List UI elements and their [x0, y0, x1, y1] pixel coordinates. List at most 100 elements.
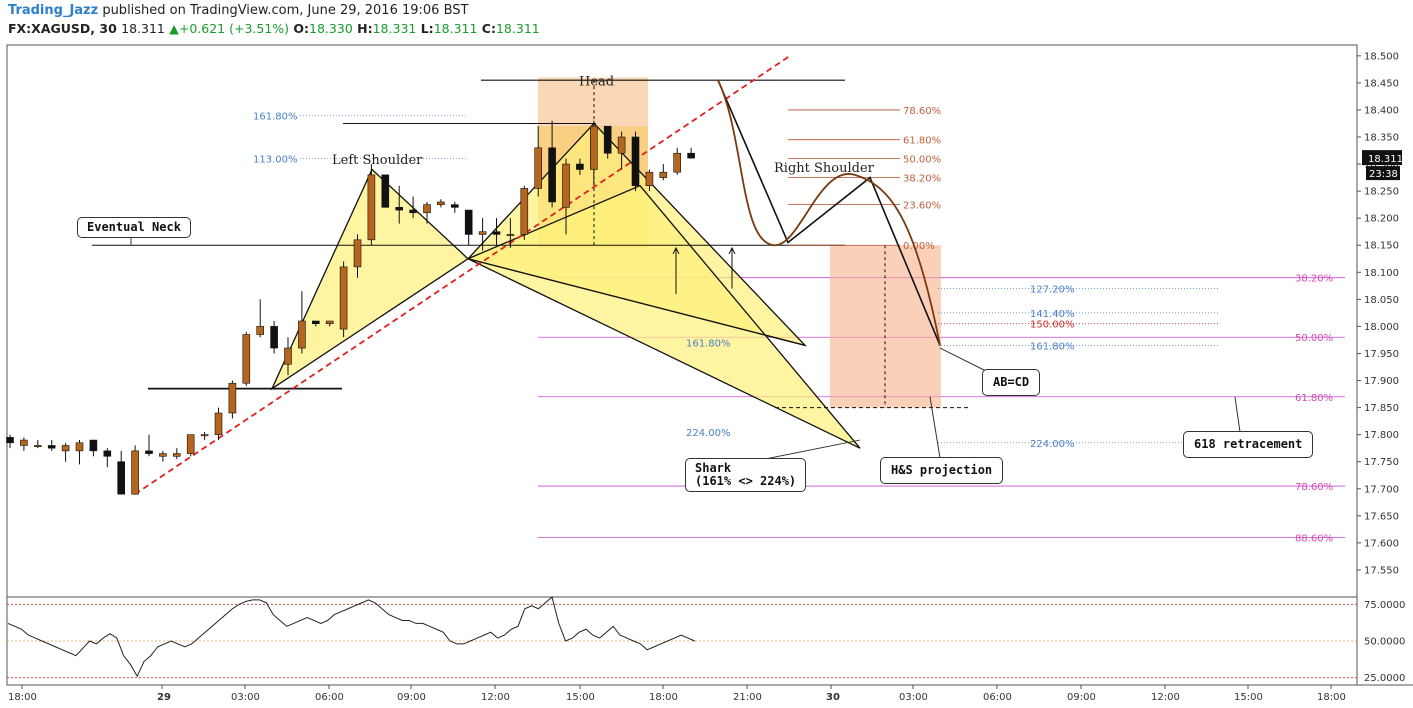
head-label: Head [579, 75, 614, 90]
candle-up [20, 439, 28, 446]
oscillator-line [7, 596, 695, 678]
candle-up [298, 320, 306, 349]
right-shoulder-label: Right Shoulder [774, 161, 875, 176]
callout-hs-projection[interactable]: H&S projection [880, 457, 1004, 484]
candle-up [506, 234, 515, 236]
candle-down [103, 450, 112, 457]
symbol-label[interactable]: FX:XAGUSD, 30 [8, 21, 117, 36]
countdown-tag-text: 23:38 [1369, 169, 1398, 180]
shark-fib-label: 224.00% [686, 428, 731, 439]
candle-up [534, 147, 543, 189]
candle-down [576, 163, 584, 170]
y-tick-label: 18.000 [1364, 322, 1399, 333]
y-tick-label: 18.450 [1364, 78, 1399, 89]
x-tick-label: 18:00 [649, 692, 678, 703]
x-tick-label: 12:00 [1151, 692, 1180, 703]
oscillator-pane [6, 596, 1358, 686]
x-tick-label: 06:00 [315, 692, 344, 703]
shark-triangle-bd2 [466, 184, 861, 449]
oscillator-level-label: 75.0000 [1364, 600, 1405, 611]
candle-up [61, 445, 70, 452]
candle-down [145, 450, 153, 454]
candle-up [284, 347, 292, 365]
callout-pointer [1234, 396, 1241, 433]
extension-label: 150.00% [1030, 320, 1075, 331]
low-label: L: [420, 21, 434, 36]
candle-down [311, 320, 320, 325]
price-chart[interactable]: 18.50018.45018.40018.35018.30018.25018.2… [0, 40, 1413, 708]
author-link[interactable]: Trading_Jazz [8, 3, 99, 18]
shark-triangle-xab [270, 168, 470, 391]
candle-down [47, 445, 56, 449]
y-tick-label: 17.700 [1364, 484, 1399, 495]
candle-up [256, 326, 265, 335]
trend-line-dashed [134, 55, 791, 495]
candle-down [492, 231, 501, 235]
candle-up [353, 239, 362, 268]
rs-fib-label: 61.80% [903, 136, 941, 147]
x-tick-label: 03:00 [899, 692, 928, 703]
y-tick-label: 17.900 [1364, 376, 1399, 387]
candle-up [659, 171, 668, 178]
price-tag [1362, 150, 1402, 166]
candle-up [478, 231, 487, 235]
countdown-tag [1366, 166, 1400, 181]
callout-eventual-neck[interactable]: Eventual Neck [77, 217, 191, 238]
callout-pointer [929, 396, 941, 459]
extension-label: 127.20% [1030, 285, 1075, 296]
x-tick-label: 03:00 [231, 692, 260, 703]
shark-leg-bd [467, 258, 806, 346]
left-shoulder-label: Left Shoulder [332, 153, 423, 168]
rs-fib-label: 78.60% [903, 106, 941, 117]
chart-header: Trading_Jazz published on TradingView.co… [0, 0, 1413, 40]
oscillator-level-label: 50.0000 [1364, 637, 1405, 648]
candle-down [395, 207, 404, 211]
candle-down [89, 439, 98, 452]
price-tag-text: 18.311 [1368, 154, 1403, 165]
y-tick-label: 17.650 [1364, 511, 1399, 522]
rs-fib-label: 50.00% [903, 155, 941, 166]
callout-abcd[interactable]: AB=CD [982, 369, 1041, 396]
change-value: +0.621 (+3.51%) [178, 21, 290, 36]
close-value: 18.311 [495, 21, 540, 36]
retracement-level-label: 78.60% [1295, 482, 1333, 493]
callout-618-retracement[interactable]: 618 retracement [1183, 431, 1314, 458]
candle-up [423, 204, 431, 214]
candle-up [437, 201, 445, 205]
candle-up [589, 125, 598, 170]
y-tick-label: 17.850 [1364, 403, 1399, 414]
retracement-level-label: 61.80% [1295, 393, 1333, 404]
shark-fib-label: 161.80% [686, 339, 731, 350]
hs-forecast-curve [717, 79, 941, 346]
extension-label: 224.00% [1030, 439, 1075, 450]
x-tick-label: 15:00 [566, 692, 595, 703]
candle-down [548, 147, 556, 203]
x-tick-label: 29 [157, 692, 171, 703]
y-tick-label: 18.100 [1364, 268, 1399, 279]
y-tick-label: 18.400 [1364, 105, 1399, 116]
low-value: 18.311 [433, 21, 478, 36]
candle-up [617, 136, 626, 154]
candle-up [159, 453, 167, 457]
last-price: 18.311 [121, 21, 165, 36]
candle-up [131, 450, 139, 495]
shark-fib-label: 113.00% [253, 155, 298, 166]
x-tick-label: 30 [826, 692, 840, 703]
callout-shark[interactable]: Shark (161% <> 224%) [685, 458, 807, 492]
x-tick-label: 09:00 [1067, 692, 1096, 703]
high-value: 18.331 [372, 21, 417, 36]
candle-up [339, 266, 348, 330]
y-tick-label: 17.950 [1364, 349, 1399, 360]
change-arrow-icon: ▲ [169, 21, 179, 36]
candle-up [186, 434, 195, 454]
x-tick-label: 09:00 [397, 692, 426, 703]
x-tick-label: 18:00 [8, 692, 37, 703]
publish-line: Trading_Jazz published on TradingView.co… [8, 3, 468, 18]
y-tick-label: 18.350 [1364, 133, 1399, 144]
x-tick-label: 12:00 [481, 692, 510, 703]
candle-down [464, 209, 473, 235]
retracement-level-label: 88.60% [1295, 533, 1333, 544]
candle-down [687, 152, 695, 159]
extension-label: 141.40% [1030, 309, 1075, 320]
ohlc-legend: FX:XAGUSD, 30 18.311 ▲+0.621 (+3.51%) O:… [8, 21, 540, 36]
